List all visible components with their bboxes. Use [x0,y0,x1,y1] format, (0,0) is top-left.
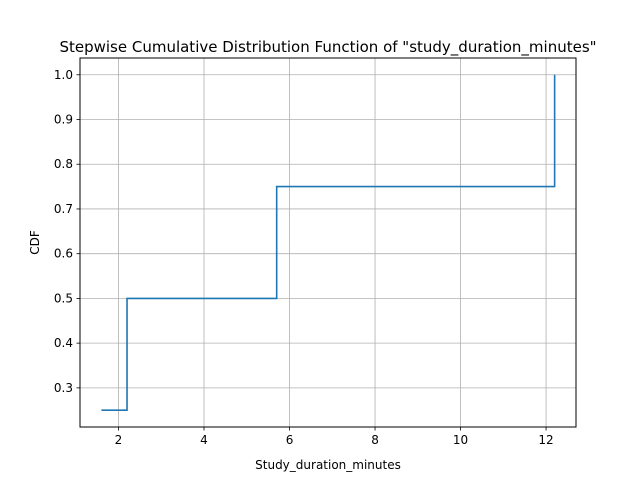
x-tick-label: 12 [538,433,553,447]
y-tick-label: 0.6 [54,247,73,261]
y-tick-label: 0.7 [54,202,73,216]
x-tick-label: 6 [286,433,294,447]
cdf-point [554,74,556,76]
chart-title: Stepwise Cumulative Distribution Functio… [59,38,596,57]
y-tick-label: 1.0 [54,68,73,82]
x-tick-label: 2 [115,433,123,447]
y-tick-label: 0.4 [54,336,73,350]
y-tick-label: 0.9 [54,113,73,127]
x-tick-label: 4 [200,433,208,447]
cdf-step-line [101,74,556,412]
plot-frame [79,57,577,428]
grid [80,58,576,427]
y-tick-label: 0.5 [54,291,73,305]
tick-layer: 2 4 6 8 10 12 0.3 0.4 0.5 0.6 0.7 0.8 0.9 1.0 [54,68,554,447]
x-tick-label: 10 [453,433,468,447]
cdf-point [276,186,278,188]
x-tick-label: 8 [371,433,379,447]
cdf-point [100,409,102,411]
cdf-point [126,297,128,299]
x-axis-label: Study_duration_minutes [255,458,401,472]
series-layer [100,74,556,412]
y-tick-label: 0.8 [54,157,73,171]
y-axis-label: CDF [28,230,42,255]
y-tick-label: 0.3 [54,381,73,395]
